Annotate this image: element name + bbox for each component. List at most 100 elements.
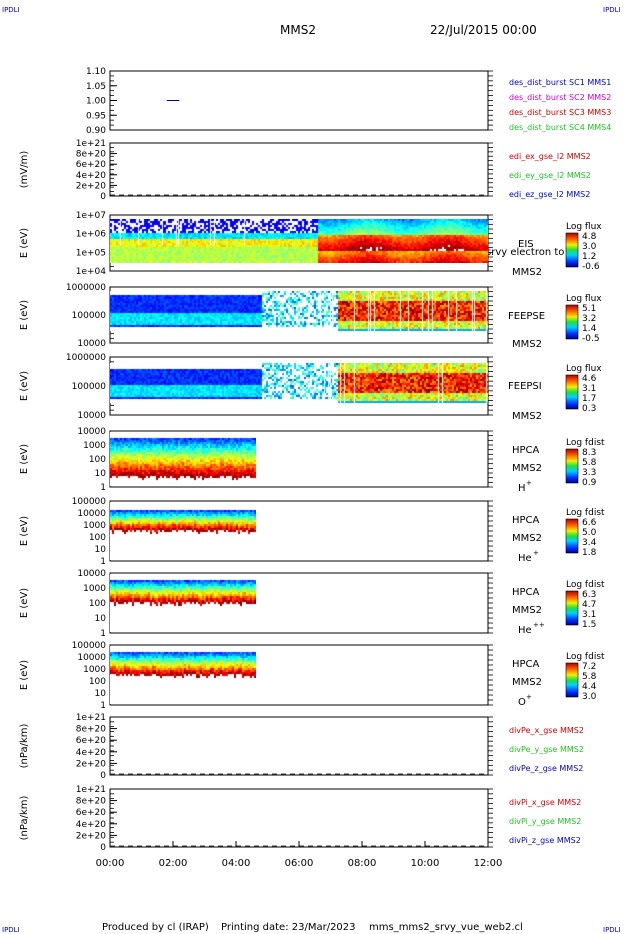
time-tick-label: 06:00 xyxy=(285,858,314,869)
colorbar-tick: 4.8 xyxy=(582,232,597,242)
legend-entry: edi_ex_gse_l2 MMS2 xyxy=(509,152,591,161)
legend-entry: divPe_y_gse MMS2 xyxy=(509,745,584,754)
colorbar-tick: 4.4 xyxy=(582,682,597,692)
y-tick-label: 6e+20 xyxy=(76,736,107,746)
spectrogram-hpca_o xyxy=(110,646,256,704)
colorbar-title: Log fdist xyxy=(566,652,605,662)
y-tick-label: 1e+07 xyxy=(76,211,106,221)
species-label: H xyxy=(518,483,526,494)
y-axis-label: E (eV) xyxy=(19,228,30,258)
panel-feepse: 1000000 100000 10000 E (eV) FEEPSE MMS2 Log fl… xyxy=(19,283,602,350)
colorbar xyxy=(565,304,579,340)
colorbar-tick: 1.5 xyxy=(582,620,596,630)
colorbar xyxy=(565,518,579,554)
colorbar-tick: 1.8 xyxy=(582,548,597,558)
y-tick-label: 10 xyxy=(95,545,107,555)
y-tick-label: 2e+20 xyxy=(76,181,107,191)
y-tick-label: 8e+20 xyxy=(76,150,107,160)
y-tick-label: 8e+20 xyxy=(76,797,107,807)
spacecraft-label: MMS2 xyxy=(512,605,542,616)
y-tick-label: 1e+04 xyxy=(76,267,107,277)
y-tick-label: 10000 xyxy=(77,509,106,519)
y-tick-label: 6e+20 xyxy=(76,160,107,170)
legend-entry: divPi_y_gse MMS2 xyxy=(509,817,581,826)
y-tick-label: 100000 xyxy=(72,382,107,392)
y-tick-label: 10000 xyxy=(77,653,106,663)
instrument-label: HPCA xyxy=(512,445,540,456)
colorbar-tick: 3.0 xyxy=(582,692,597,702)
y-axis-label: E (eV) xyxy=(19,444,30,474)
colorbar-tick: 1.7 xyxy=(582,394,596,404)
y-tick-label: 1.05 xyxy=(86,82,106,92)
species-charge: + xyxy=(526,479,532,487)
corner-label-bottom-left: IPDLI xyxy=(2,926,20,934)
legend-entry: des_dist_burst SC4 MMS4 xyxy=(509,123,611,132)
panel-frame xyxy=(109,788,489,848)
y-tick-label: 1e+21 xyxy=(76,139,106,149)
y-tick-label: 10 xyxy=(95,614,107,624)
spacecraft-label: MMS2 xyxy=(512,463,542,474)
y-tick-label: 100000 xyxy=(72,641,107,651)
colorbar-tick: 3.1 xyxy=(582,384,596,394)
spacecraft-label: MMS2 xyxy=(512,533,542,544)
y-tick-label: 1e+06 xyxy=(76,230,107,240)
y-axis-label: E (eV) xyxy=(19,588,30,618)
corner-label-bottom-right: IPDLI xyxy=(603,926,621,934)
legend-entry: des_dist_burst SC1 MMS1 xyxy=(509,78,611,87)
y-tick-label: 1000 xyxy=(83,584,106,594)
colorbar-tick: 5.8 xyxy=(582,458,597,468)
colorbar-tick: 3.2 xyxy=(582,314,596,324)
spectrogram-hpca_hepp xyxy=(110,574,256,632)
y-tick-label: 10 xyxy=(95,469,107,479)
y-tick-label: 1 xyxy=(100,483,106,493)
y-tick-label: 1.10 xyxy=(86,67,106,77)
species-charge: ++ xyxy=(533,621,545,629)
spacecraft-label: MMS2 xyxy=(512,267,542,278)
footer-produced-by: Produced by cl (IRAP) xyxy=(102,922,209,933)
colorbar-title: Log flux xyxy=(566,222,602,232)
y-tick-label: 10 xyxy=(95,689,107,699)
legend-entry: edi_ez_gse_l2 MMS2 xyxy=(509,190,590,199)
spacecraft-label: MMS2 xyxy=(512,339,542,350)
instrument-label: HPCA xyxy=(512,659,540,670)
spectrogram-hpca_h xyxy=(110,432,256,486)
colorbar-tick: 6.3 xyxy=(582,590,596,600)
y-tick-label: 1000000 xyxy=(66,283,106,293)
y-axis-label: E (eV) xyxy=(19,516,30,546)
panel-hpca_hepp: 10000 1000 100 10 1 E (eV) HPCA MMS2 He ++ Log fdi… xyxy=(19,569,605,639)
colorbar-title: Log fdist xyxy=(566,508,605,518)
legend-entry: divPi_x_gse MMS2 xyxy=(509,798,581,807)
species-label: O xyxy=(518,697,526,708)
panel-burst: 1.10 1.05 1.00 0.95 0.90 des_dist_burst SC1 M… xyxy=(86,67,611,136)
y-tick-label: 2e+20 xyxy=(76,831,107,841)
spectrogram-hpca_he xyxy=(110,502,256,560)
y-tick-label: 10000 xyxy=(77,339,106,349)
time-axis: 00:00 02:00 04:00 06:00 08:00 10:00 12:00 xyxy=(96,841,502,869)
time-tick-label: 10:00 xyxy=(411,858,440,869)
colorbar-tick: 3.3 xyxy=(582,468,596,478)
corner-label-top-left: IPDLI xyxy=(2,6,20,14)
y-tick-label: 100000 xyxy=(72,497,107,507)
colorbar-tick: 4.7 xyxy=(582,600,596,610)
y-tick-label: 4e+20 xyxy=(76,171,107,181)
y-tick-label: 1e+21 xyxy=(76,713,106,723)
colorbar-tick: 5.1 xyxy=(582,304,596,314)
y-axis-label: (nPa/km) xyxy=(19,724,30,769)
spacecraft-label: MMS2 xyxy=(512,411,542,422)
colorbar-tick: 5.8 xyxy=(582,672,597,682)
instrument-label: HPCA xyxy=(512,515,540,526)
instrument-label: HPCA xyxy=(512,587,540,598)
y-tick-label: 4e+20 xyxy=(76,820,107,830)
y-axis-label: E (eV) xyxy=(19,660,30,690)
y-tick-label: 0.90 xyxy=(86,126,106,136)
corner-label-top-right: IPDLI xyxy=(603,6,621,14)
time-tick-label: 00:00 xyxy=(96,858,125,869)
spectrogram-feepsi xyxy=(110,363,488,403)
y-tick-label: 10000 xyxy=(77,569,106,579)
y-tick-label: 1e+05 xyxy=(76,248,106,258)
footer-printing-date: Printing date: 23/Mar/2023 xyxy=(221,922,356,933)
panel-eis: 1e+07 1e+06 1e+05 1e+04 E (eV) EIS MMS2 srvy el… xyxy=(19,211,602,278)
